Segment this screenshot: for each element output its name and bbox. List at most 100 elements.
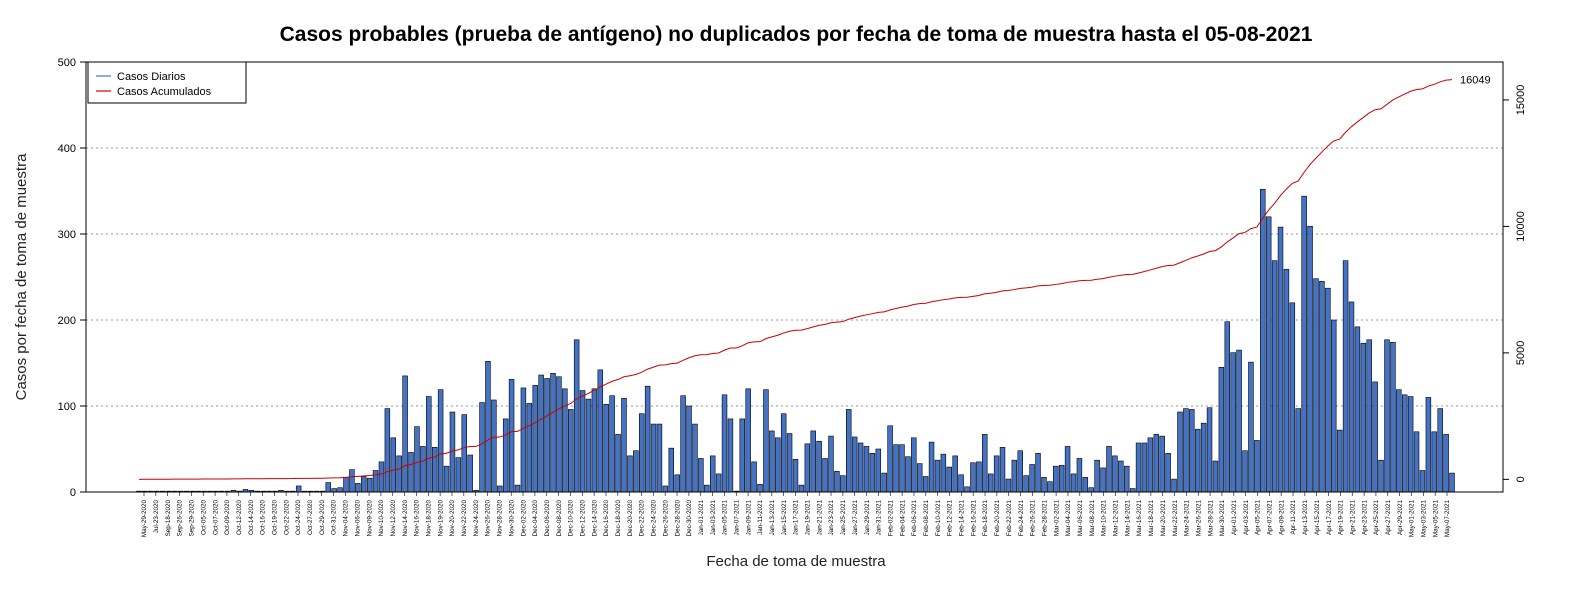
bar-198 [1307,225,1313,493]
bar-212 [1390,342,1396,493]
bar-138 [952,455,958,493]
bar-159 [1076,458,1083,493]
x-tick-label-43: Dec-24-2020 [651,500,658,537]
bar-51 [437,389,444,493]
bar-112 [798,484,805,493]
x-tick-label-19: Nov-09-2020 [366,500,373,537]
bar-201 [1325,287,1331,493]
bar-126 [881,472,887,493]
bar-184 [1224,321,1231,493]
x-tick-label-65: Feb-06-2021 [911,500,918,537]
bar-193 [1277,226,1284,493]
bar-186 [1236,349,1242,493]
x-tick-label-97: Apr-11-2021 [1290,500,1297,535]
bar-90 [668,447,675,493]
bar-77 [591,388,598,493]
bar-192 [1271,260,1278,493]
bar-62 [502,418,509,493]
x-tick-label-7: Oct-09-2020 [224,500,231,535]
bar-165 [1112,455,1118,493]
y-left-tick-label-0: 0 [70,487,76,499]
bar-43 [390,437,397,493]
bar-176 [1177,411,1183,493]
bar-91 [674,474,680,493]
x-tick-label-73: Feb-22-2021 [1006,500,1013,537]
x-tick-label-69: Feb-14-2021 [959,500,966,537]
bar-219 [1431,431,1438,493]
x-tick-label-101: Apr-19-2021 [1338,500,1345,536]
x-tick-label-36: Dec-10-2020 [568,500,575,537]
bar-76 [585,398,592,493]
bar-149 [1017,450,1023,493]
x-axis-label: Fecha de toma de muestra [706,553,886,570]
bar-35 [343,477,349,493]
bar-96 [704,484,710,493]
bar-214 [1402,394,1408,493]
bar-155 [1053,465,1059,493]
x-tick-label-68: Feb-12-2021 [947,500,954,537]
bar-179 [1194,428,1201,493]
x-tick-label-53: Jan-13-2021 [769,500,776,536]
bar-114 [810,430,816,493]
bar-80 [609,395,615,493]
x-tick-label-27: Nov-22-2020 [461,500,468,537]
bar-137 [946,466,953,493]
x-tick-label-74: Feb-24-2021 [1018,500,1025,537]
bar-221 [1443,434,1449,493]
y-right-tick-label-0: 0 [1515,476,1527,482]
x-tick-label-3: Sep-26-2020 [177,500,184,537]
bar-88 [656,423,663,493]
bar-68 [538,374,544,493]
bar-187 [1242,450,1248,493]
bar-86 [644,385,651,493]
bar-151 [1029,464,1035,493]
bar-34 [337,487,343,493]
bar-100 [727,418,734,493]
x-tick-label-66: Feb-08-2021 [923,500,930,537]
bar-95 [698,458,704,493]
x-tick-label-16: Oct-31-2020 [331,500,338,535]
bar-49 [426,396,432,493]
bar-154 [1047,481,1053,493]
x-tick-label-26: Nov-20-2020 [449,500,456,537]
bar-185 [1230,352,1236,493]
bar-139 [958,474,964,493]
cumulative-line [138,79,1453,480]
y-left-tick-label-4: 400 [58,143,76,155]
bar-66 [526,403,533,493]
bar-146 [999,446,1006,493]
x-tick-label-13: Oct-24-2020 [295,500,302,535]
bar-45 [402,375,408,493]
bar-130 [905,456,911,493]
bar-79 [603,403,609,493]
x-tick-label-89: Mar-26-2021 [1195,500,1202,537]
bar-105 [757,483,763,493]
bar-204 [1342,260,1349,493]
x-tick-label-109: May-05-2021 [1432,500,1439,538]
x-tick-label-15: Oct-29-2020 [319,500,326,535]
y-left-tick-label-3: 300 [58,229,76,241]
bar-111 [792,459,799,493]
x-tick-label-80: Mar-08-2021 [1089,500,1096,537]
x-tick-label-30: Nov-28-2020 [497,500,504,537]
x-tick-label-6: Oct-07-2020 [212,500,219,535]
x-tick-label-11: Oct-19-2020 [272,500,279,535]
bar-157 [1064,446,1071,493]
bar-106 [763,389,769,493]
bar-122 [857,442,864,493]
bar-147 [1005,478,1012,493]
bar-97 [709,455,716,493]
x-tick-label-79: Mar-06-2021 [1077,500,1084,537]
x-tick-label-29: Nov-26-2020 [485,500,492,537]
x-tick-label-44: Dec-26-2020 [662,500,669,537]
bar-220 [1437,408,1443,493]
bar-194 [1283,268,1290,493]
x-tick-label-86: Mar-20-2021 [1160,500,1167,537]
bar-27 [295,485,302,493]
x-tick-label-84: Mar-16-2021 [1136,500,1143,537]
x-tick-label-64: Feb-04-2021 [899,500,906,537]
bar-71 [556,376,562,493]
bar-87 [650,423,657,493]
bar-156 [1058,465,1065,493]
bar-135 [934,459,941,493]
